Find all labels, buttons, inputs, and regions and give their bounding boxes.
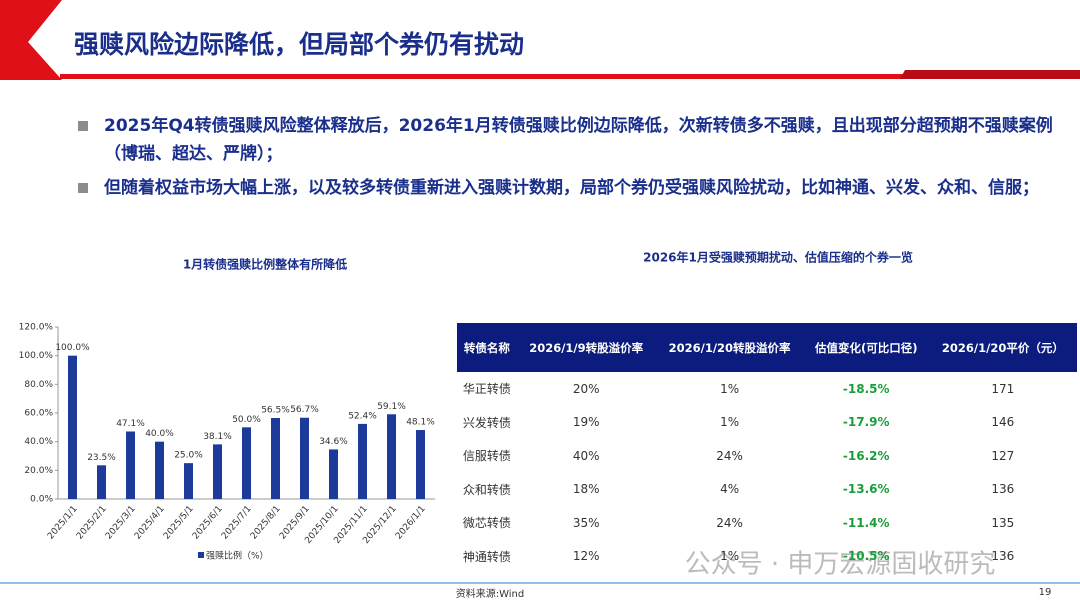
value-label: 38.1% (203, 432, 232, 442)
bar (184, 463, 193, 499)
table-cell: 24% (716, 448, 743, 463)
bar (416, 430, 425, 499)
table-cell: 24% (716, 515, 743, 530)
value-label: 50.0% (232, 415, 261, 425)
bar (271, 418, 280, 499)
data-table: 转债名称 2026/1/9转股溢价率 2026/1/20转股溢价率 估值变化(可比口径… (457, 323, 1077, 573)
table-cell: -10.5% (842, 549, 890, 564)
bar (358, 423, 367, 499)
value-label: 56.7% (290, 405, 319, 415)
y-tick-label: 120.0% (19, 323, 54, 333)
header-rule (60, 74, 1080, 79)
bar (242, 427, 251, 499)
table-cell: 136 (991, 482, 1015, 497)
y-tick-label: 100.0% (19, 351, 54, 361)
table-cell: 1% (720, 549, 740, 564)
table-cell: 136 (991, 549, 1015, 564)
table-row: 兴发转债 19% 1% -17.9% 146 (457, 406, 1077, 440)
table-row: 信服转债 40% 24% -16.2% 127 (457, 439, 1077, 473)
header-rule-accent (900, 70, 1080, 79)
column-header: 2026/1/20转股溢价率 (655, 323, 804, 372)
table-cell: 18% (572, 482, 600, 497)
bar (68, 355, 77, 499)
value-label: 48.1% (406, 418, 435, 428)
table-cell: 20% (572, 381, 600, 396)
bar (329, 449, 338, 499)
y-tick-label: 80.0% (24, 380, 53, 390)
x-tick-label: 2026/1/1 (394, 504, 428, 541)
table-cell: 127 (991, 448, 1015, 463)
table-cell: 华正转债 (462, 382, 511, 397)
slide-title: 强赎风险边际降低，但局部个券仍有扰动 (74, 30, 524, 59)
header-accent (0, 0, 62, 80)
table-row: 华正转债 20% 1% -18.5% 171 (457, 372, 1077, 406)
bullet: 2025年Q4转债强赎风险整体释放后，2026年1月转债强赎比例边际降低，次新转… (78, 112, 1064, 168)
column-header: 估值变化(可比口径) (803, 323, 929, 372)
value-label: 40.0% (145, 429, 174, 439)
table-cell: 1% (720, 381, 740, 396)
table-cell: -17.9% (842, 415, 890, 430)
table-row: 众和转债 18% 4% -13.6% 136 (457, 473, 1077, 507)
table-row: 微芯转债 35% 24% -11.4% 135 (457, 506, 1077, 540)
table-cell: 4% (720, 482, 740, 497)
table-cell: 信服转债 (462, 449, 511, 464)
table-cell: 171 (991, 381, 1015, 396)
watermark: 公众号 · 申万宏源固收研究 (685, 550, 996, 580)
table-cell: 微芯转债 (462, 516, 511, 531)
bar (126, 431, 135, 499)
bar-chart: 0.0%20.0%40.0%60.0%80.0%100.0%120.0%100.… (19, 323, 436, 562)
y-tick-label: 40.0% (24, 437, 53, 447)
table-cell: -18.5% (842, 381, 890, 396)
column-header: 2026/1/20平价（元） (928, 323, 1077, 372)
y-tick-label: 0.0% (30, 495, 53, 505)
column-header: 转债名称 (457, 323, 517, 372)
column-header: 2026/1/9转股溢价率 (516, 323, 656, 372)
table-cell: 众和转债 (462, 482, 511, 497)
y-tick-label: 60.0% (24, 409, 53, 419)
bar (97, 465, 106, 499)
chart-title: 1月转债强赎比例整体有所降低 (183, 257, 347, 272)
table-cell: 135 (991, 515, 1015, 530)
bullet: 但随着权益市场大幅上涨，以及较多转债重新进入强赎计数期，局部个券仍受强赎风险扰动… (78, 174, 1064, 202)
table-cell: 35% (572, 515, 600, 530)
page-number: 19 (1039, 587, 1052, 598)
legend-swatch (198, 552, 204, 558)
y-tick-label: 20.0% (24, 466, 53, 476)
value-label: 25.0% (174, 451, 203, 461)
table-cell: 12% (572, 549, 600, 564)
table-cell: 1% (720, 415, 740, 430)
source: 资料来源:Wind (456, 587, 525, 600)
value-label: 52.4% (348, 411, 377, 421)
value-label: 100.0% (55, 343, 90, 353)
table-cell: -11.4% (842, 515, 890, 530)
table-cell: 19% (572, 415, 600, 430)
table-title: 2026年1月受强赎预期扰动、估值压缩的个券一览 (643, 250, 913, 265)
table-row: 神通转债 12% 1% -10.5% 136 (457, 540, 1077, 574)
table-cell: 兴发转债 (462, 415, 511, 430)
table-cell: -16.2% (842, 448, 890, 463)
bar (387, 414, 396, 499)
header-row: 转债名称 2026/1/9转股溢价率 2026/1/20转股溢价率 估值变化(可比口径… (457, 323, 1077, 372)
table-cell: 神通转债 (462, 549, 511, 564)
value-label: 47.1% (116, 419, 145, 429)
bar (155, 441, 164, 499)
table-cell: 146 (991, 415, 1015, 430)
legend-label: 强赎比例（%） (206, 550, 269, 562)
table-cell: 40% (572, 448, 600, 463)
bar (213, 444, 222, 499)
value-label: 56.5% (261, 406, 290, 416)
table-cell: -13.6% (842, 482, 890, 497)
bar (300, 417, 309, 499)
value-label: 34.6% (319, 437, 348, 447)
value-label: 59.1% (377, 402, 406, 412)
value-label: 23.5% (87, 453, 116, 463)
